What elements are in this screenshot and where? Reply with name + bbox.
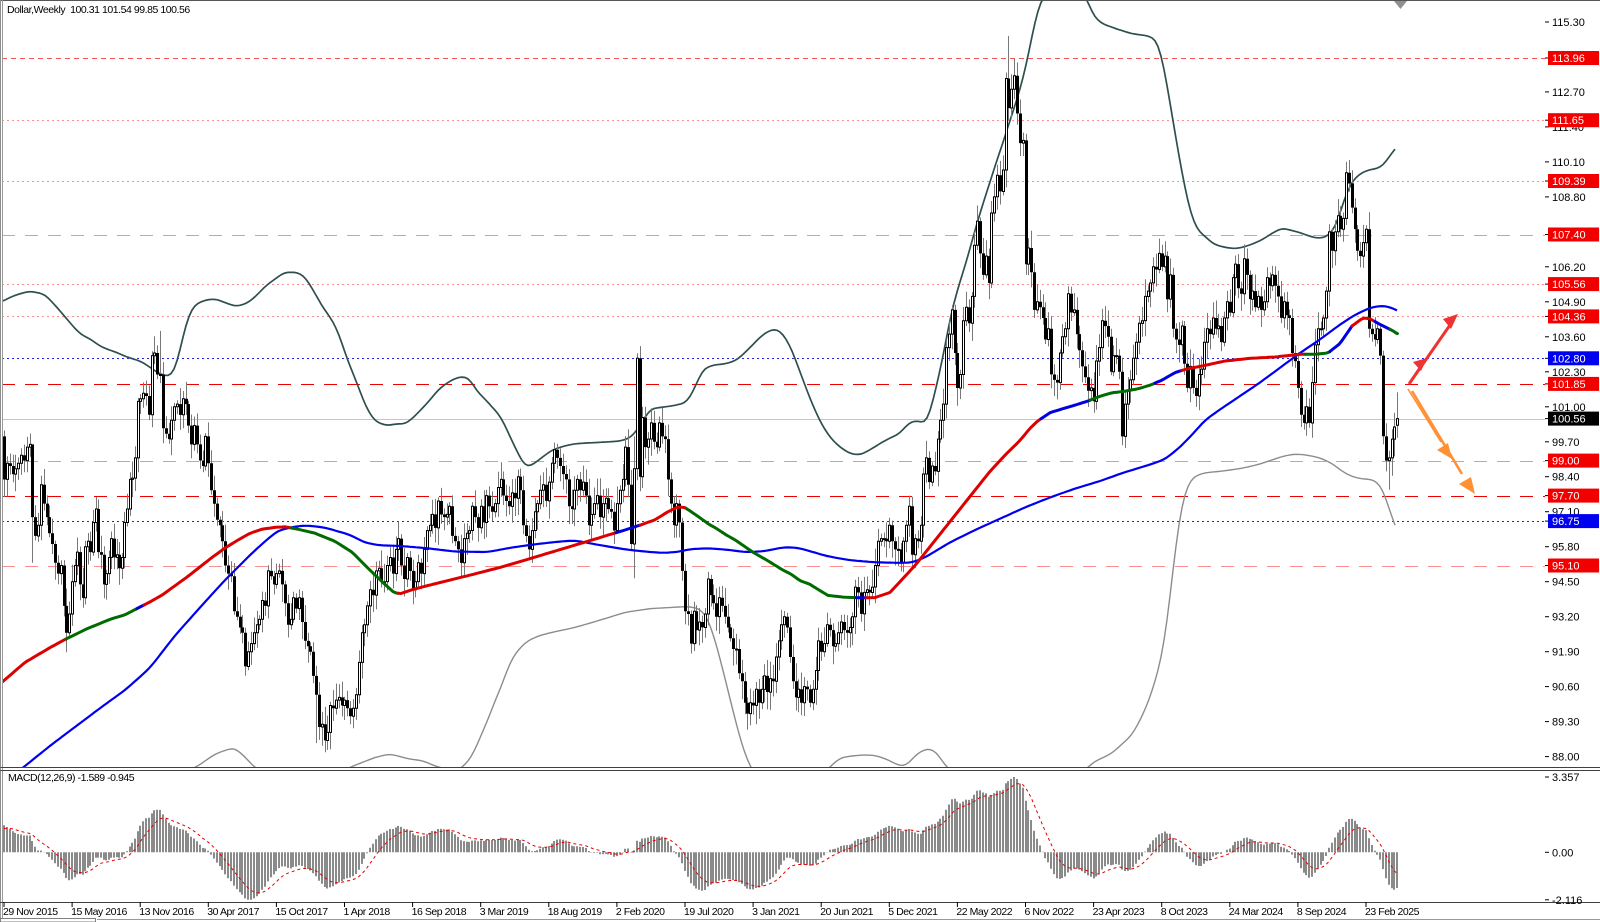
svg-text:95.10: 95.10 xyxy=(1552,561,1580,573)
svg-text:29 Nov 2015: 29 Nov 2015 xyxy=(3,906,58,918)
svg-text:110.10: 110.10 xyxy=(1552,157,1585,169)
svg-text:115.30: 115.30 xyxy=(1552,17,1585,29)
svg-text:104.36: 104.36 xyxy=(1552,311,1586,323)
svg-text:8 Sep 2024: 8 Sep 2024 xyxy=(1297,906,1347,918)
svg-text:13 Nov 2016: 13 Nov 2016 xyxy=(139,906,194,918)
svg-text:0.00: 0.00 xyxy=(1552,847,1573,859)
svg-text:18 Aug 2019: 18 Aug 2019 xyxy=(548,906,603,918)
svg-text:89.30: 89.30 xyxy=(1552,717,1580,729)
svg-text:103.60: 103.60 xyxy=(1552,332,1586,344)
svg-text:105.56: 105.56 xyxy=(1552,279,1586,291)
svg-text:20 Jun 2021: 20 Jun 2021 xyxy=(820,906,873,918)
svg-text:1 Apr 2018: 1 Apr 2018 xyxy=(344,906,391,918)
svg-text:91.90: 91.90 xyxy=(1552,647,1580,659)
svg-text:3 Mar 2019: 3 Mar 2019 xyxy=(480,906,529,918)
svg-text:108.80: 108.80 xyxy=(1552,192,1586,204)
svg-text:100.56: 100.56 xyxy=(1552,414,1586,426)
svg-text:88.00: 88.00 xyxy=(1552,752,1580,764)
svg-text:90.60: 90.60 xyxy=(1552,682,1580,694)
svg-text:19 Jul 2020: 19 Jul 2020 xyxy=(684,906,734,918)
svg-text:Dollar,Weekly 100.31 101.54 9: Dollar,Weekly 100.31 101.54 99.85 100.56 xyxy=(7,4,190,16)
svg-text:99.70: 99.70 xyxy=(1552,437,1580,449)
svg-text:15 Oct 2017: 15 Oct 2017 xyxy=(275,906,328,918)
svg-text:15 May 2016: 15 May 2016 xyxy=(71,906,127,918)
svg-text:101.00: 101.00 xyxy=(1552,402,1586,414)
svg-text:30 Apr 2017: 30 Apr 2017 xyxy=(207,906,259,918)
svg-text:101.85: 101.85 xyxy=(1552,379,1586,391)
svg-text:94.50: 94.50 xyxy=(1552,577,1580,589)
svg-text:23 Apr 2023: 23 Apr 2023 xyxy=(1093,906,1145,918)
svg-text:3.357: 3.357 xyxy=(1552,772,1580,784)
svg-text:24 Mar 2024: 24 Mar 2024 xyxy=(1229,906,1284,918)
svg-text:93.20: 93.20 xyxy=(1552,612,1580,624)
svg-text:104.90: 104.90 xyxy=(1552,297,1586,309)
svg-text:2 Feb 2020: 2 Feb 2020 xyxy=(616,906,665,918)
svg-text:102.80: 102.80 xyxy=(1552,353,1586,365)
svg-text:6 Nov 2022: 6 Nov 2022 xyxy=(1025,906,1075,918)
svg-text:109.39: 109.39 xyxy=(1552,176,1586,188)
svg-text:99.00: 99.00 xyxy=(1552,456,1580,468)
svg-text:16 Sep 2018: 16 Sep 2018 xyxy=(412,906,467,918)
svg-text:112.70: 112.70 xyxy=(1552,87,1585,99)
svg-text:-2.116: -2.116 xyxy=(1552,895,1582,907)
svg-text:98.40: 98.40 xyxy=(1552,472,1580,484)
svg-text:22 May 2022: 22 May 2022 xyxy=(956,906,1012,918)
svg-text:102.30: 102.30 xyxy=(1552,367,1586,379)
svg-text:5 Dec 2021: 5 Dec 2021 xyxy=(888,906,938,918)
svg-text:106.20: 106.20 xyxy=(1552,262,1586,274)
svg-text:113.96: 113.96 xyxy=(1552,53,1585,65)
svg-text:111.65: 111.65 xyxy=(1552,115,1584,127)
svg-text:96.75: 96.75 xyxy=(1552,516,1580,528)
svg-text:3 Jan 2021: 3 Jan 2021 xyxy=(752,906,800,918)
svg-text:107.40: 107.40 xyxy=(1552,230,1586,242)
svg-text:23 Feb 2025: 23 Feb 2025 xyxy=(1365,906,1420,918)
svg-text:MACD(12,26,9) -1.589 -0.945: MACD(12,26,9) -1.589 -0.945 xyxy=(8,772,135,784)
svg-text:97.70: 97.70 xyxy=(1552,491,1580,503)
svg-text:95.80: 95.80 xyxy=(1552,542,1580,554)
svg-text:8 Oct 2023: 8 Oct 2023 xyxy=(1161,906,1208,918)
